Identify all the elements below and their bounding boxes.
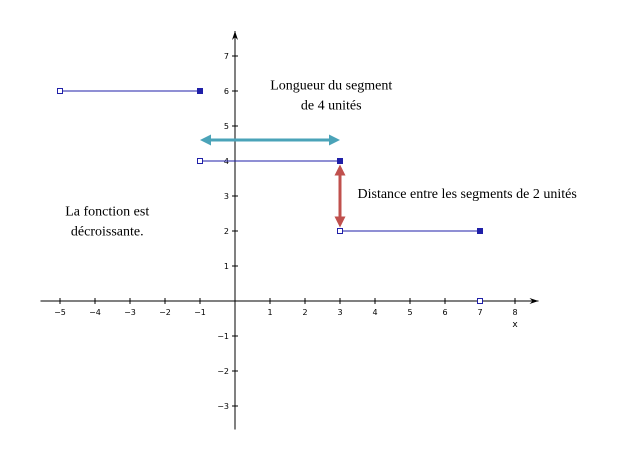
open-endpoint (57, 88, 63, 94)
x-axis-arrowhead (529, 298, 539, 304)
arrow-head (334, 164, 346, 176)
annotation-decreasing-function-line: La fonction est (65, 204, 149, 219)
closed-endpoint (337, 158, 343, 164)
annotation-segment-length: Longueur du segment de 4 unités (270, 78, 392, 113)
annotation-segment-length-line: Longueur du segment (270, 78, 392, 93)
y-tick-label: −1 (217, 332, 229, 341)
y-tick-label: 1 (224, 262, 229, 271)
axes (40, 31, 539, 430)
x-tick-label: 6 (442, 308, 447, 317)
x-tick-label: 3 (337, 308, 342, 317)
annotation-decreasing-function-line: décroissante. (71, 224, 144, 239)
closed-endpoint (477, 228, 483, 234)
open-endpoint (337, 228, 343, 234)
x-tick-label: −5 (54, 308, 66, 317)
closed-endpoint (197, 88, 203, 94)
y-tick-label: 2 (224, 227, 229, 236)
x-tick-label: 4 (372, 308, 377, 317)
open-endpoint (477, 298, 483, 304)
x-tick-label: 7 (477, 308, 482, 317)
annotation-segment-distance-line: Distance entre les segments de 2 unités (358, 187, 577, 202)
y-tick-label: 7 (224, 52, 229, 61)
segment-length-arrow (200, 134, 340, 146)
x-tick-label: 2 (302, 308, 307, 317)
x-tick-label: 8 (512, 308, 517, 317)
x-tick-label: −4 (89, 308, 101, 317)
y-axis-arrowhead (232, 31, 238, 40)
y-tick-label: −2 (217, 367, 229, 376)
x-tick-label: 5 (407, 308, 412, 317)
x-tick-label: −1 (194, 308, 206, 317)
segment-distance-arrow (334, 164, 346, 228)
annotations: x Longueur du segment de 4 unités Distance … (65, 78, 577, 330)
arrow-head (200, 134, 211, 146)
x-tick-label: −3 (124, 308, 136, 317)
y-tick-label: 5 (224, 122, 229, 131)
segments (57, 88, 483, 304)
y-tick-label: 3 (224, 192, 229, 201)
x-tick-label: −2 (159, 308, 171, 317)
x-axis-label: x (512, 320, 518, 330)
annotation-segment-length-line: de 4 unités (301, 98, 362, 113)
annotation-segment-distance: Distance entre les segments de 2 unités (358, 187, 577, 202)
x-tick-label: 1 (267, 308, 272, 317)
annotation-arrows (200, 134, 346, 228)
y-tick-label: 6 (224, 87, 229, 96)
annotation-decreasing-function: La fonction est décroissante. (65, 204, 149, 239)
y-tick-label: −3 (217, 402, 229, 411)
arrow-head (334, 216, 346, 228)
open-endpoint (197, 158, 203, 164)
arrow-head (329, 134, 340, 146)
